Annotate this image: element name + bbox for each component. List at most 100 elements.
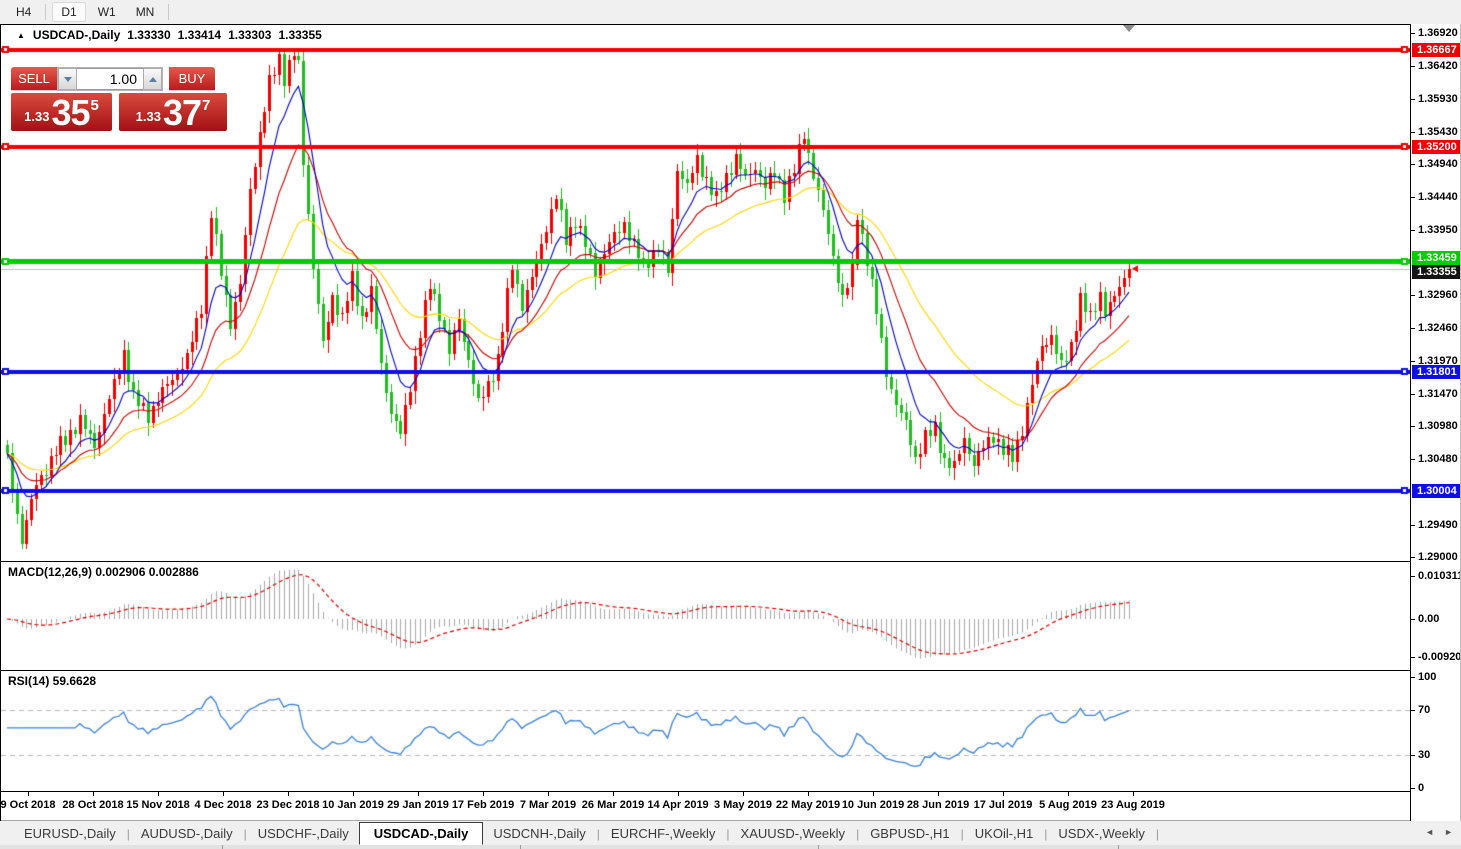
date-tick-mark bbox=[808, 792, 809, 796]
macd-canvas[interactable] bbox=[1, 562, 1411, 670]
price-axis[interactable]: 1.36920 1.36420 1.35930 1.35430 1.34940 1.344… bbox=[1411, 24, 1461, 821]
tick-label: 1.30980 bbox=[1418, 420, 1458, 432]
symbol-period-label: USDCAD-,Daily bbox=[32, 28, 121, 42]
rsi-canvas[interactable] bbox=[1, 671, 1411, 791]
tick-label: 1.34440 bbox=[1418, 191, 1458, 204]
buy-price-prefix: 1.33 bbox=[135, 109, 161, 124]
close-value: 1.33355 bbox=[278, 28, 322, 42]
tick-mark bbox=[1411, 576, 1415, 577]
tick-mark bbox=[1411, 360, 1415, 362]
tab-separator: | bbox=[726, 826, 730, 841]
panel-border bbox=[0, 24, 1, 821]
date-tick-mark bbox=[28, 792, 29, 796]
tab-eurusd-daily[interactable]: EURUSD-,Daily bbox=[24, 826, 116, 841]
tick-label: 1.36920 bbox=[1418, 27, 1458, 39]
buy-price-big-digits: 37 bbox=[162, 92, 202, 133]
tick-label: 70 bbox=[1418, 704, 1431, 717]
tick-label: 0 bbox=[1418, 782, 1425, 794]
tick-label: 1.32960 bbox=[1418, 289, 1458, 301]
timeframe-button-d1[interactable]: D1 bbox=[52, 1, 86, 22]
high-value: 1.33414 bbox=[177, 28, 222, 42]
tab-usdchf-daily[interactable]: USDCHF-,Daily bbox=[257, 826, 349, 841]
timeframe-button-mn[interactable]: MN bbox=[135, 4, 155, 19]
tick-label: 0.00 bbox=[1418, 613, 1440, 625]
date-axis[interactable]: 9 Oct 2018 28 Oct 2018 15 Nov 2018 4 Dec 20… bbox=[0, 792, 1411, 820]
tick-mark bbox=[1411, 328, 1415, 330]
buy-price-display[interactable]: 1.33 37 7 bbox=[119, 93, 227, 131]
tab-scroll-right-icon[interactable]: ► bbox=[1444, 827, 1453, 837]
volume-input[interactable] bbox=[77, 68, 143, 90]
volume-decrease-button[interactable] bbox=[58, 68, 77, 90]
tick-mark bbox=[1411, 229, 1415, 231]
tab-separator: | bbox=[243, 826, 247, 841]
toolbar-separator bbox=[168, 3, 170, 20]
rsi-panel[interactable]: RSI(14) 59.6628 bbox=[1, 671, 1411, 791]
panel-border[interactable] bbox=[0, 561, 1461, 562]
chart-shift-marker-icon[interactable] bbox=[1123, 25, 1135, 32]
panel-border[interactable] bbox=[0, 670, 1461, 671]
date-label: 29 Jan 2019 bbox=[387, 799, 449, 811]
tick-mark bbox=[1411, 710, 1415, 712]
arrow-down-icon bbox=[63, 76, 72, 82]
volume-spinner bbox=[57, 67, 163, 91]
strip-separator bbox=[520, 845, 521, 849]
sell-price-pip: 5 bbox=[90, 97, 99, 114]
price-badge-1.31801: 1.31801 bbox=[1412, 364, 1460, 379]
tick-mark bbox=[1411, 164, 1415, 165]
date-label: 23 Aug 2019 bbox=[1101, 799, 1165, 811]
date-label: 23 Dec 2018 bbox=[256, 799, 320, 811]
timeframe-button-h4[interactable]: H4 bbox=[16, 4, 32, 19]
tick-label: 1.32460 bbox=[1418, 322, 1458, 335]
date-tick-mark bbox=[678, 792, 679, 796]
date-label: 9 Oct 2018 bbox=[0, 799, 56, 811]
tab-scroll-left-icon[interactable]: ◄ bbox=[1425, 827, 1435, 837]
tick-label: 100 bbox=[1418, 671, 1437, 683]
tick-mark bbox=[1411, 619, 1415, 620]
panel-border bbox=[0, 820, 1461, 821]
sell-price-big-digits: 35 bbox=[51, 92, 90, 133]
chart-tabs: EURUSD-,Daily | AUDUSD-,Daily | USDCHF-,Dail… bbox=[14, 822, 1160, 845]
tab-usdx-weekly[interactable]: USDX-,Weekly bbox=[1058, 826, 1145, 841]
buy-button[interactable]: BUY bbox=[169, 67, 215, 91]
price-badge-1.30004: 1.30004 bbox=[1412, 483, 1460, 498]
tab-ukoil-h1[interactable]: UKOil-,H1 bbox=[974, 826, 1034, 841]
date-tick-mark bbox=[613, 792, 614, 796]
main-chart-panel[interactable]: ▲ USDCAD-,Daily 1.33330 1.33414 1.33303 1.333… bbox=[1, 25, 1411, 561]
tab-xauusd-weekly[interactable]: XAUUSD-,Weekly bbox=[740, 826, 846, 841]
tab-separator: | bbox=[1155, 826, 1159, 841]
tab-usdcad-daily[interactable]: USDCAD-,Daily bbox=[358, 822, 484, 845]
date-label: 28 Jun 2019 bbox=[906, 799, 970, 811]
tab-usdcnh-daily[interactable]: USDCNH-,Daily bbox=[493, 826, 586, 841]
arrow-up-icon bbox=[148, 76, 157, 82]
date-tick-mark bbox=[223, 792, 224, 796]
tick-label: 1.31470 bbox=[1418, 387, 1458, 400]
macd-panel[interactable]: MACD(12,26,9) 0.002906 0.002886 bbox=[1, 562, 1411, 670]
sell-price-display[interactable]: 1.33 35 5 bbox=[11, 93, 112, 131]
chart-header: ▲ USDCAD-,Daily 1.33330 1.33414 1.33303 1.333… bbox=[17, 28, 322, 42]
open-value: 1.33330 bbox=[127, 28, 171, 42]
tab-eurchf-weekly[interactable]: EURCHF-,Weekly bbox=[610, 826, 716, 841]
sell-button[interactable]: SELL bbox=[11, 67, 57, 91]
toolbar-separator bbox=[45, 3, 47, 20]
tab-audusd-daily[interactable]: AUDUSD-,Daily bbox=[140, 826, 233, 841]
date-label: 3 May 2019 bbox=[713, 799, 773, 811]
timeframe-toolbar: H4 D1 W1 MN bbox=[0, 0, 1461, 23]
axis-separator[interactable] bbox=[1410, 24, 1411, 821]
date-label: 17 Feb 2019 bbox=[451, 799, 515, 811]
strip-separator bbox=[818, 845, 819, 849]
tick-label: 30 bbox=[1418, 748, 1431, 761]
tab-gbpusd-h1[interactable]: GBPUSD-,H1 bbox=[870, 826, 950, 841]
tab-separator: | bbox=[960, 826, 964, 841]
tick-mark bbox=[1411, 754, 1415, 756]
collapse-icon[interactable]: ▲ bbox=[17, 31, 25, 40]
date-tick-mark bbox=[1133, 792, 1134, 796]
date-tick-mark bbox=[548, 792, 549, 796]
date-tick-mark bbox=[938, 792, 939, 796]
volume-increase-button[interactable] bbox=[143, 68, 162, 90]
tab-separator: | bbox=[596, 826, 600, 841]
main-chart-canvas[interactable] bbox=[1, 25, 1411, 561]
tick-mark bbox=[1411, 459, 1415, 461]
timeframe-button-w1[interactable]: W1 bbox=[97, 4, 116, 19]
chart-tab-bar: EURUSD-,Daily | AUDUSD-,Daily | USDCHF-,Dail… bbox=[0, 821, 1461, 849]
